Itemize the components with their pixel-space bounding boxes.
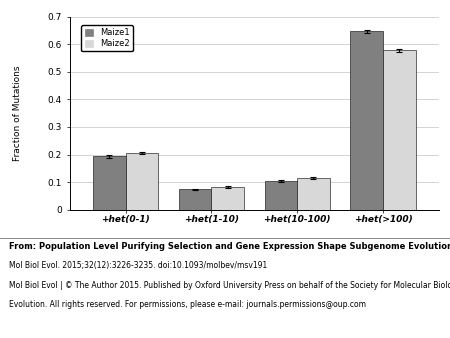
Bar bbox=[297, 178, 330, 210]
Bar bbox=[265, 181, 297, 210]
Y-axis label: Fraction of Mutations: Fraction of Mutations bbox=[13, 66, 22, 161]
Legend: Maize1, Maize2: Maize1, Maize2 bbox=[81, 25, 133, 51]
Text: Mol Biol Evol | © The Author 2015. Published by Oxford University Press on behal: Mol Biol Evol | © The Author 2015. Publi… bbox=[9, 281, 450, 290]
Bar bbox=[383, 50, 416, 210]
Bar bbox=[93, 156, 126, 210]
Text: Mol Biol Evol. 2015;32(12):3226-3235. doi:10.1093/molbev/msv191: Mol Biol Evol. 2015;32(12):3226-3235. do… bbox=[9, 261, 267, 270]
Text: Evolution. All rights reserved. For permissions, please e-mail: journals.permiss: Evolution. All rights reserved. For perm… bbox=[9, 300, 366, 310]
Bar bbox=[126, 153, 158, 210]
Bar bbox=[179, 190, 212, 210]
Bar bbox=[212, 187, 244, 210]
Text: From: Population Level Purifying Selection and Gene Expression Shape Subgenome E: From: Population Level Purifying Selecti… bbox=[9, 242, 450, 251]
Bar bbox=[351, 31, 383, 210]
